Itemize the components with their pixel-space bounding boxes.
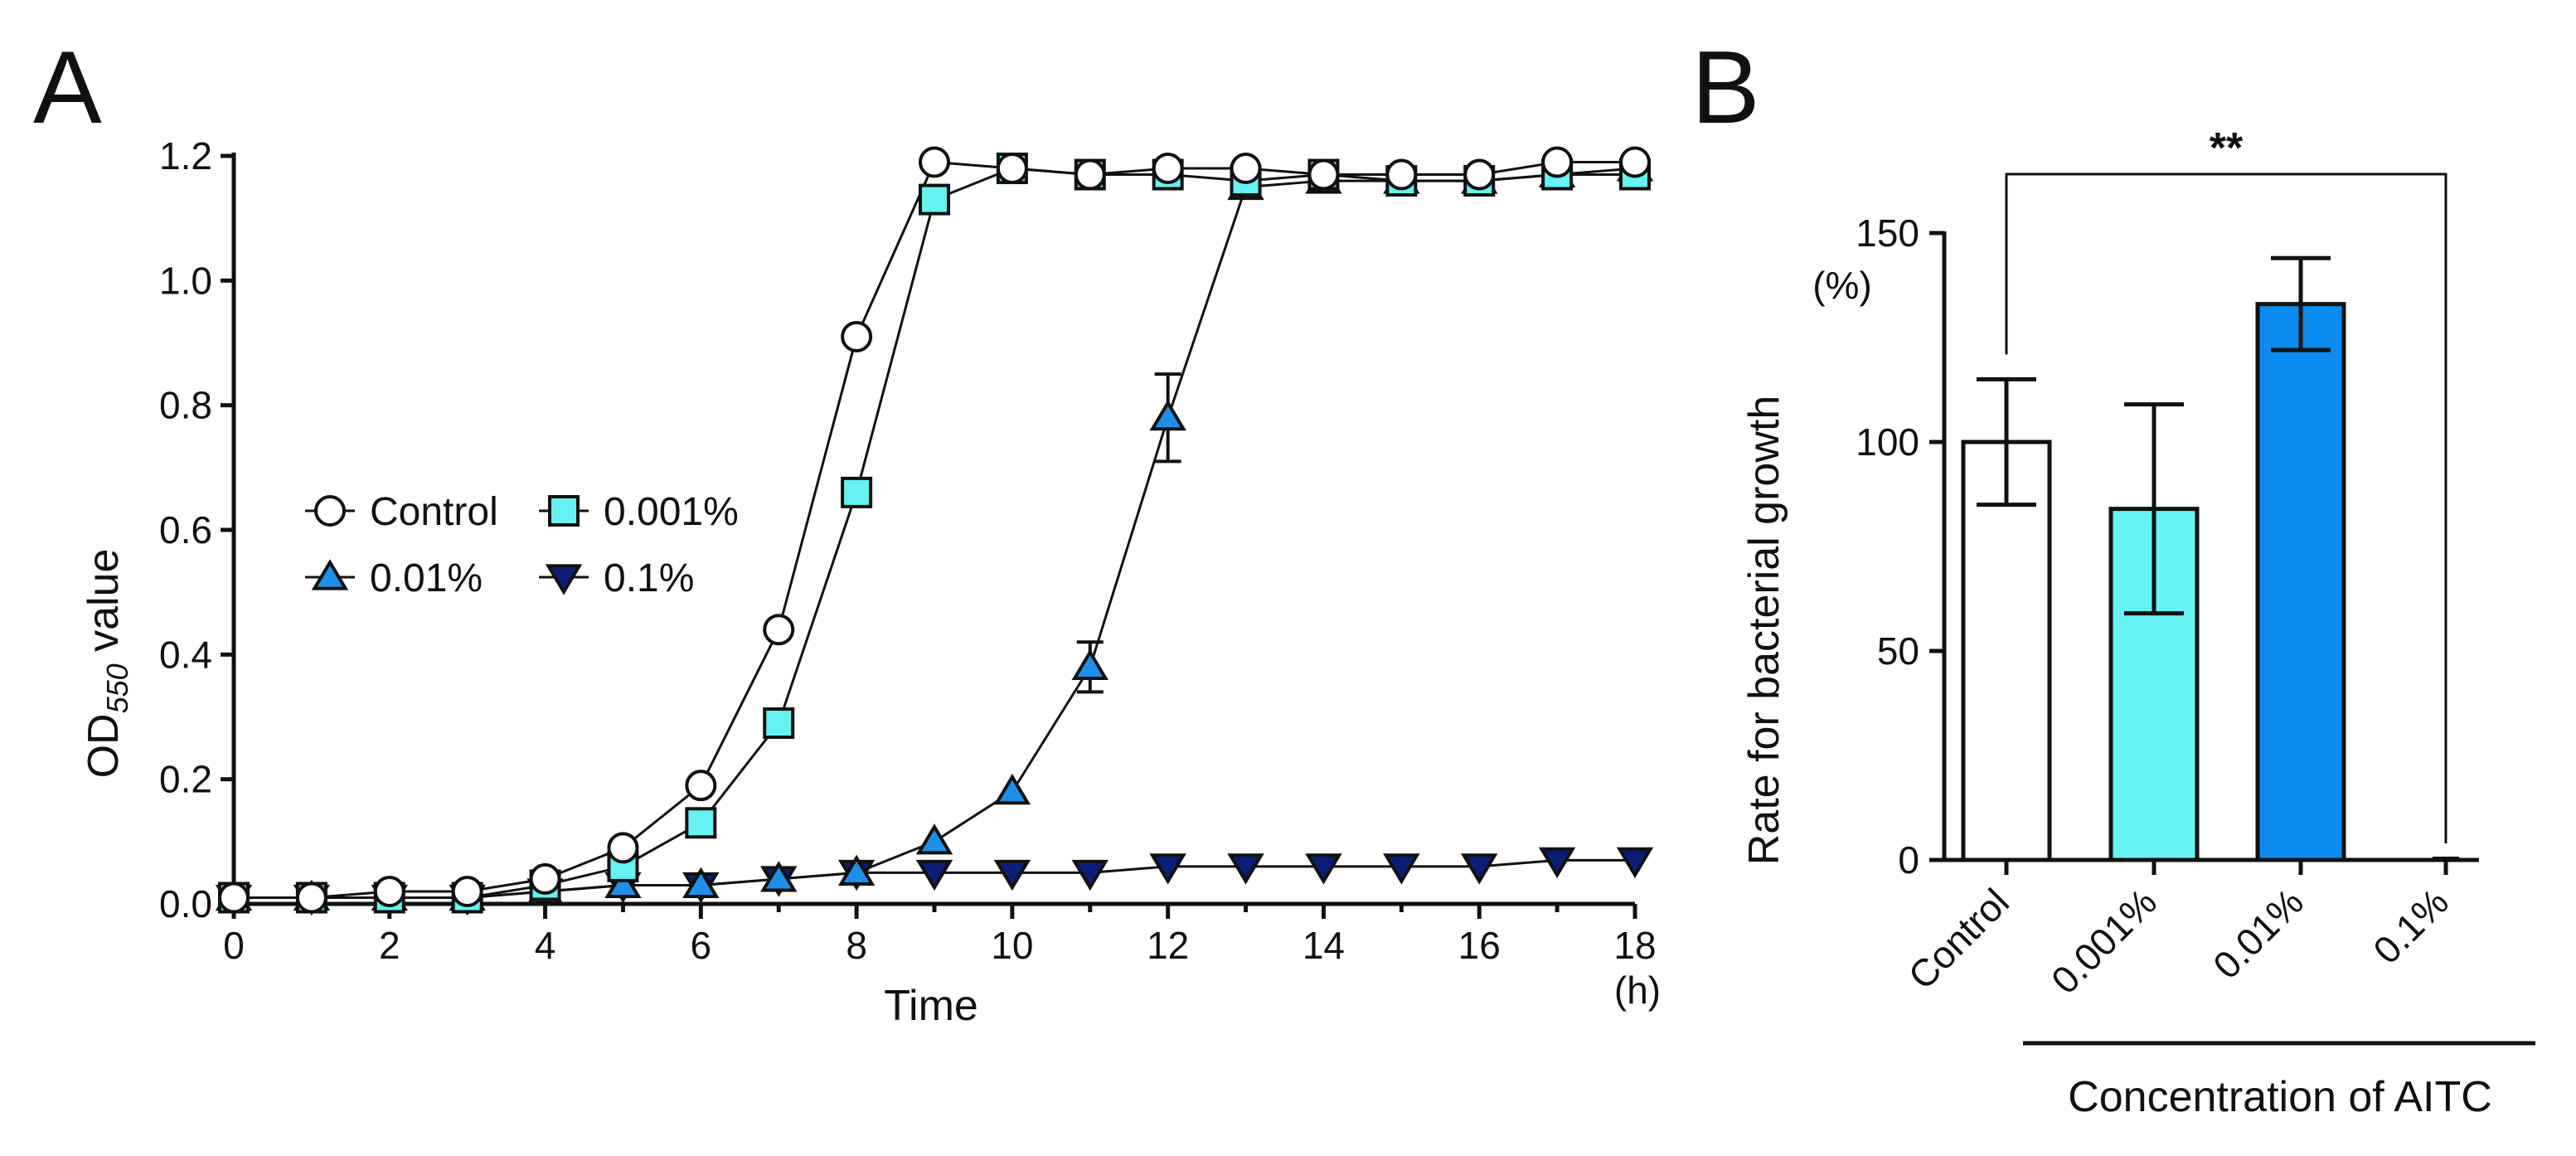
panel-a-x-tick-label: 18 <box>1613 924 1656 967</box>
data-point-0.1% <box>1305 853 1342 885</box>
data-point-Control <box>1074 158 1106 191</box>
data-point-Control <box>218 882 250 914</box>
panel-a-y-tick-label: 0.0 <box>159 882 212 925</box>
data-point-0.01% <box>1071 648 1109 680</box>
data-point-Control <box>529 862 561 895</box>
panel-b-y-axis-title: Rate for bacterial growth <box>1740 396 1788 866</box>
data-point-Control <box>295 882 327 914</box>
data-point-0.1% <box>1383 853 1420 885</box>
panel-a-y-tick-label: 0.2 <box>159 758 212 801</box>
data-point-0.1% <box>1616 847 1654 879</box>
panel-b-axes: 0 50 100 150 <box>1856 211 2479 882</box>
data-point-Control <box>373 875 405 907</box>
panel-b-bar-chart: B 0 50 100 150 Control 0.001% 0.01% 0.1% Rate … <box>1691 31 2535 1121</box>
legend-label: Control <box>370 490 498 534</box>
legend-label: 0.001% <box>604 490 739 534</box>
data-point-0.01% <box>993 773 1031 805</box>
data-point-Control <box>919 146 950 178</box>
data-point-Control <box>1619 146 1651 178</box>
data-point-0.1% <box>1538 847 1576 879</box>
data-point-Control <box>685 770 717 802</box>
panel-a-growth-curve: A 0.0 0.2 0.4 0.6 0.8 1.0 1.2 0 2 4 6 8 10 12 14 16 18 T… <box>33 31 1661 1030</box>
legend-marker-0.01% <box>311 559 349 590</box>
panel-a-x-tick-label: 2 <box>379 924 400 967</box>
panel-b-x-tick-label: Control <box>1899 880 2017 998</box>
data-point-0.01% <box>915 823 953 855</box>
legend-marker-Control <box>314 495 346 527</box>
data-point-0.01% <box>760 861 798 892</box>
panel-a-x-tick-label: 16 <box>1458 924 1501 967</box>
bar-0.01% <box>2255 302 2346 862</box>
data-point-0.1% <box>993 859 1031 891</box>
legend-label: 0.1% <box>604 556 694 600</box>
panel-b-significance: ** <box>2005 124 2447 843</box>
panel-a-x-tick-label: 12 <box>1147 924 1189 967</box>
data-point-Control <box>996 153 1028 185</box>
panel-letter-a: A <box>33 31 102 145</box>
panel-b-x-axis-title: Concentration of AITC <box>2068 1073 2492 1121</box>
data-point-0.01% <box>837 854 876 886</box>
data-point-0.1% <box>915 859 953 891</box>
panel-letter-b: B <box>1691 31 1760 145</box>
panel-b-y-tick-label: 50 <box>1877 629 1919 673</box>
data-point-Control <box>451 875 483 907</box>
panel-b-x-tick-label: 0.01% <box>2205 880 2312 987</box>
panel-b-y-tick-label: 150 <box>1856 211 1919 255</box>
panel-a-legend: Control 0.001% 0.01% 0.1% <box>305 490 739 600</box>
data-point-Control <box>1230 153 1262 185</box>
panel-a-x-tick-label: 4 <box>535 924 556 967</box>
data-point-0.1% <box>1149 853 1186 885</box>
panel-a-y-axis-title: OD550 value <box>80 549 134 779</box>
data-point-0.001% <box>919 183 950 216</box>
panel-a-y-tick-label: 0.4 <box>159 633 212 676</box>
data-point-0.001% <box>763 707 795 740</box>
data-point-0.1% <box>1461 853 1498 885</box>
significance-bracket <box>2005 172 2447 843</box>
data-point-0.01% <box>682 867 720 899</box>
panel-a-x-tick-label: 10 <box>991 924 1033 967</box>
data-point-Control <box>1307 158 1340 191</box>
bar-Control <box>1961 440 2052 862</box>
legend-marker-0.1% <box>545 564 583 595</box>
legend-label: 0.01% <box>370 556 483 600</box>
data-point-Control <box>1152 153 1184 185</box>
panel-a-axes: 0.0 0.2 0.4 0.6 0.8 1.0 1.2 0 2 4 6 8 10 12 14 16 18 <box>159 134 1657 967</box>
data-point-Control <box>1541 146 1574 178</box>
panel-a-y-tick-label: 0.8 <box>159 384 212 427</box>
panel-b-y-tick-label: 100 <box>1856 420 1919 464</box>
panel-a-x-tick-label: 0 <box>223 924 245 967</box>
panel-a-markers <box>215 146 1654 916</box>
panel-a-y-tick-label: 0.6 <box>159 508 212 551</box>
panel-a-x-axis-unit: (h) <box>1614 969 1661 1012</box>
panel-a-x-tick-label: 8 <box>846 924 867 967</box>
panel-a-x-axis-title: Time <box>884 982 978 1030</box>
panel-b-y-axis-unit: (%) <box>1812 264 1872 307</box>
panel-b-x-tick-label: 0.1% <box>2365 880 2457 972</box>
data-point-Control <box>1463 158 1496 191</box>
data-point-0.01% <box>1149 399 1186 431</box>
panel-a-y-tick-label: 1.0 <box>159 259 212 302</box>
panel-a-y-tick-label: 1.2 <box>159 134 212 177</box>
panel-b-x-tick-label: 0.001% <box>2043 880 2165 1002</box>
legend-marker-0.001% <box>548 495 580 527</box>
data-point-0.001% <box>685 807 717 839</box>
panel-a-x-tick-label: 14 <box>1303 924 1345 967</box>
data-point-Control <box>607 832 639 864</box>
panel-b-bars: Control 0.001% 0.01% 0.1% <box>1899 255 2459 1002</box>
data-point-0.01% <box>604 867 642 899</box>
data-point-0.1% <box>1227 853 1264 885</box>
significance-label: ** <box>2210 124 2244 172</box>
data-point-0.1% <box>1071 859 1109 891</box>
data-point-Control <box>763 614 795 646</box>
panel-b-y-tick-label: 0 <box>1898 838 1919 882</box>
data-point-0.001% <box>841 476 873 508</box>
data-point-Control <box>1385 158 1418 191</box>
data-point-Control <box>841 320 873 352</box>
panel-a-x-tick-label: 6 <box>691 924 712 967</box>
